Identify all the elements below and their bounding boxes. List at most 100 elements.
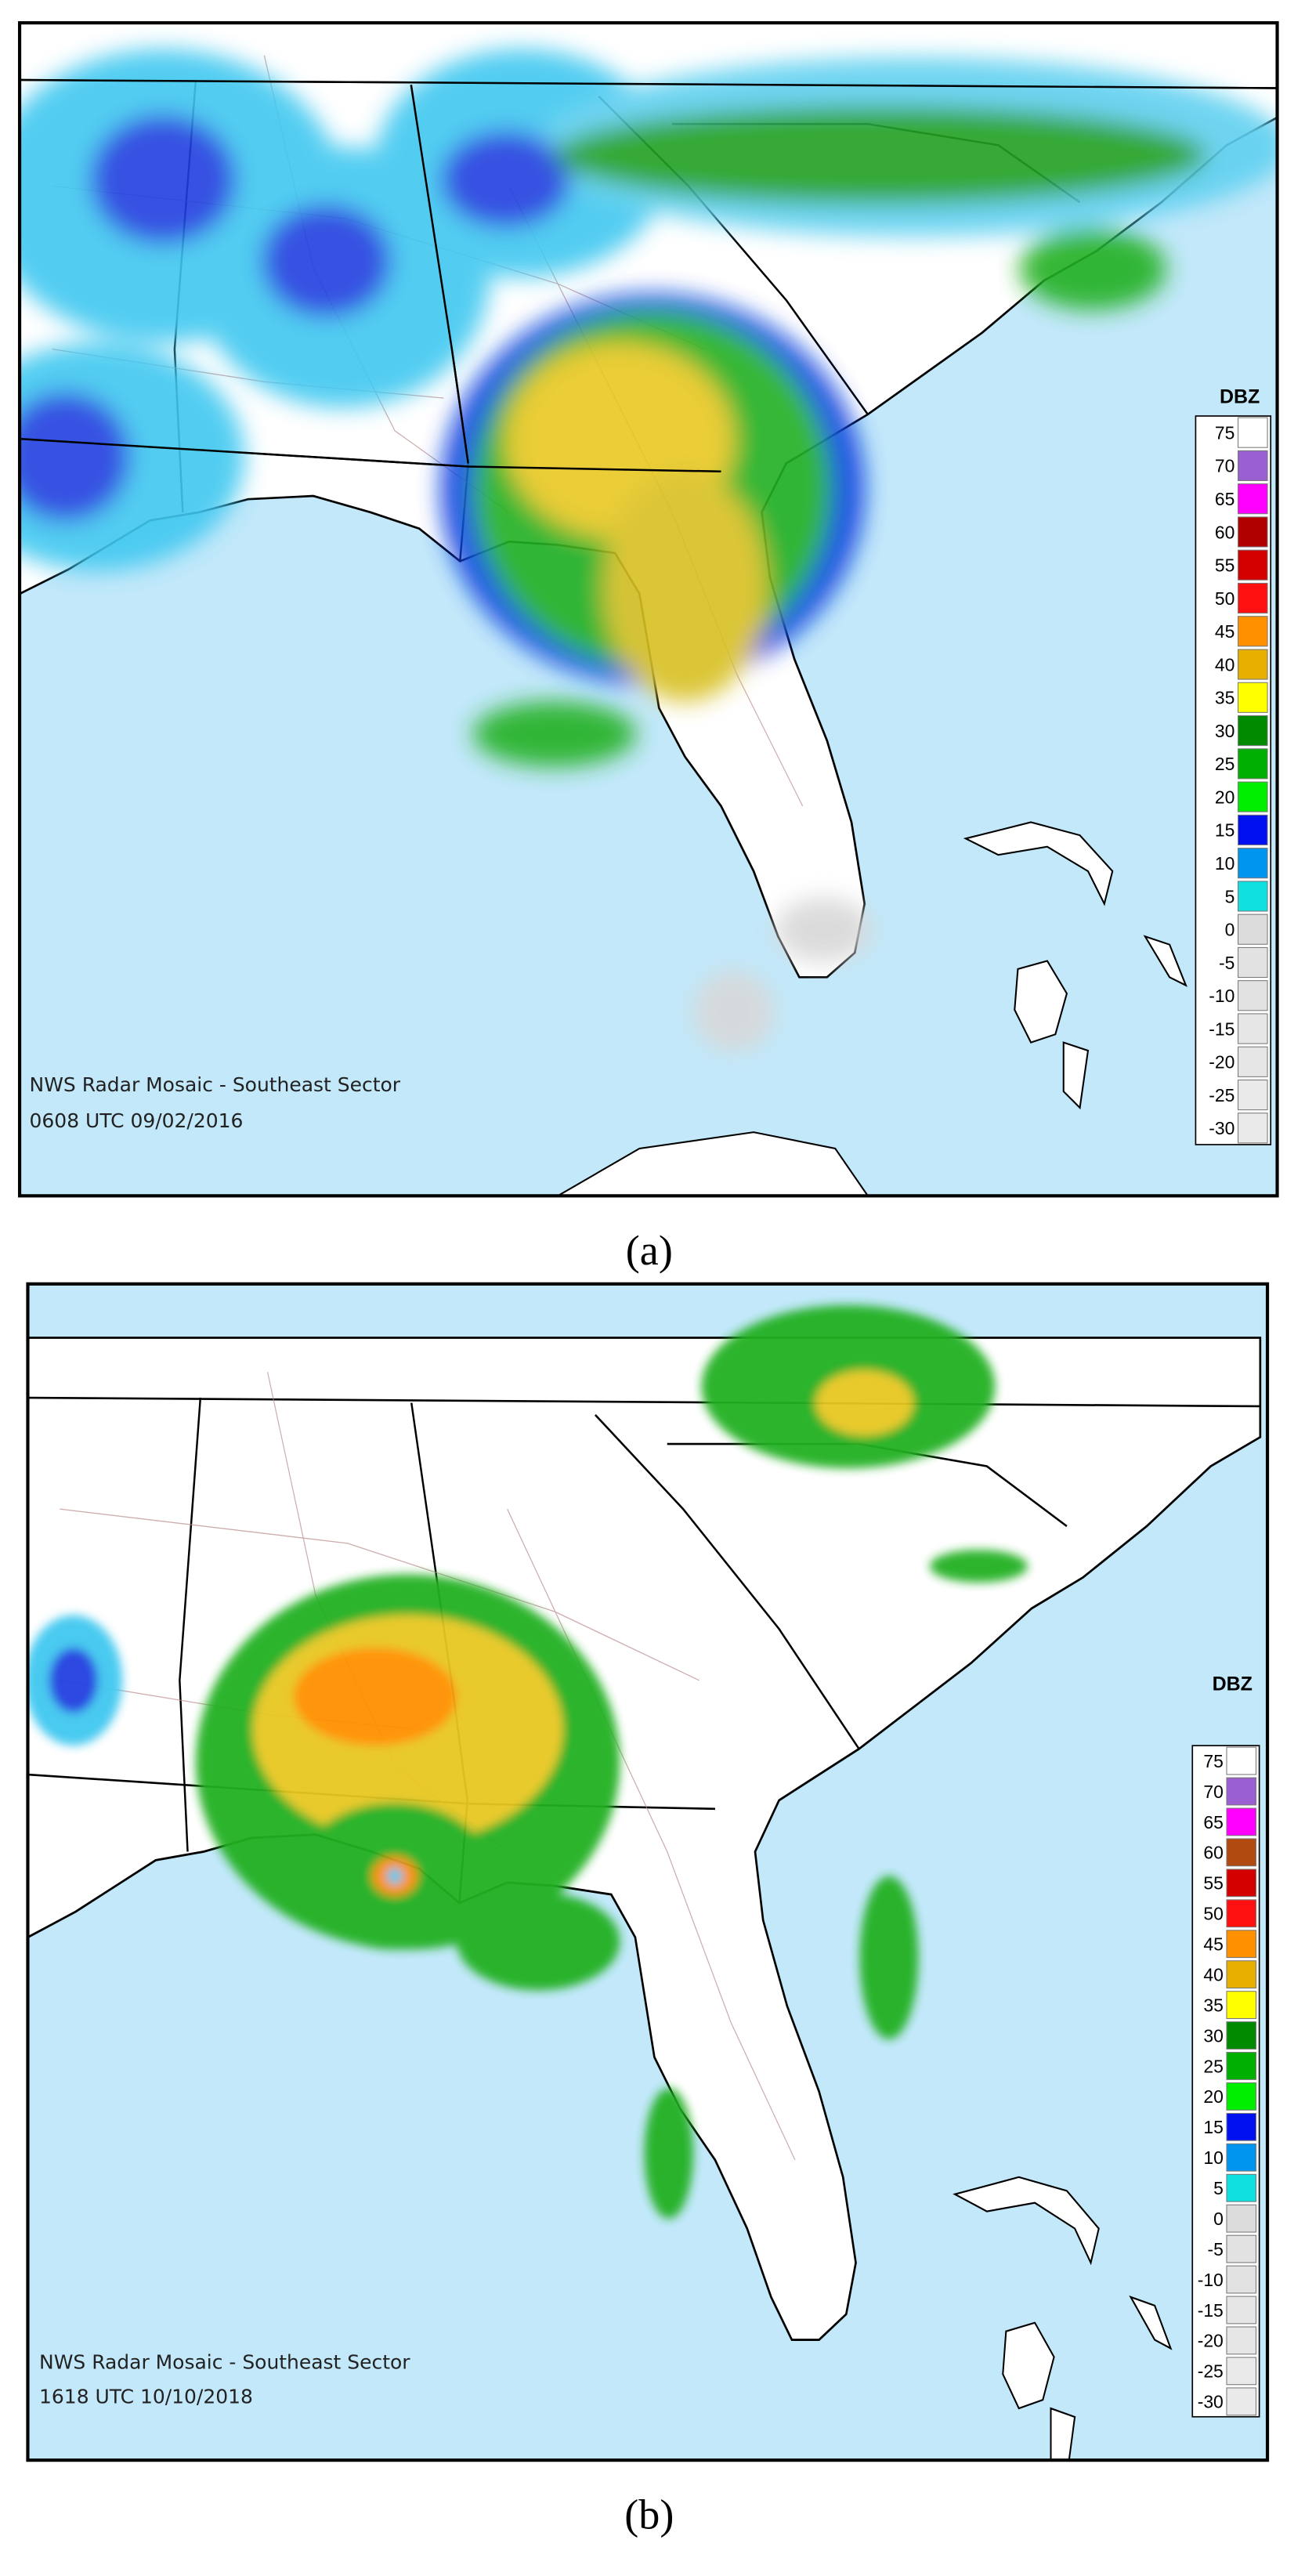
legend-label: 65 bbox=[1203, 1812, 1223, 1833]
legend-label: -15 bbox=[1198, 2300, 1224, 2321]
legend-label: -10 bbox=[1198, 2270, 1224, 2290]
legend-swatch bbox=[1226, 1930, 1256, 1959]
legend-swatch bbox=[1238, 715, 1268, 747]
legend-label: 15 bbox=[1215, 820, 1235, 841]
legend-label: -30 bbox=[1209, 1118, 1235, 1138]
legend-label: 20 bbox=[1215, 787, 1235, 807]
legend-label: 25 bbox=[1203, 2056, 1223, 2076]
legend-swatch bbox=[1238, 814, 1268, 845]
legend-swatch bbox=[1226, 2021, 1256, 2050]
legend-label: 35 bbox=[1203, 1995, 1223, 2015]
legend-label: 0 bbox=[1225, 920, 1235, 940]
legend-swatch bbox=[1226, 1991, 1256, 2019]
legend-label: 70 bbox=[1203, 1782, 1223, 1802]
legend-label: 5 bbox=[1213, 2178, 1224, 2198]
legend-label: 5 bbox=[1225, 886, 1235, 906]
legend-title: DBZ bbox=[1220, 385, 1260, 407]
legend-label: -10 bbox=[1209, 986, 1235, 1006]
legend-label: 70 bbox=[1215, 456, 1235, 476]
legend-swatch bbox=[1226, 1869, 1256, 1898]
legend-swatch bbox=[1226, 2143, 1256, 2172]
legend-label: 50 bbox=[1215, 588, 1235, 609]
legend-label: -15 bbox=[1209, 1018, 1235, 1039]
legend-swatch bbox=[1226, 2082, 1256, 2111]
legend-label: 65 bbox=[1215, 489, 1235, 509]
legend-swatch bbox=[1238, 649, 1268, 680]
legend-swatch bbox=[1238, 781, 1268, 812]
legend-label: 40 bbox=[1203, 1964, 1223, 1984]
legend-swatch bbox=[1226, 1746, 1256, 1775]
legend-label: 30 bbox=[1215, 721, 1235, 741]
caption: (b) bbox=[624, 2491, 674, 2538]
legend-label: 60 bbox=[1215, 522, 1235, 542]
legend-label: 20 bbox=[1203, 2086, 1223, 2107]
legend-swatch bbox=[1226, 1899, 1256, 1928]
legend-label: 40 bbox=[1215, 654, 1235, 675]
legend-label: 45 bbox=[1203, 1934, 1223, 1955]
panel-frame bbox=[17, 21, 1279, 1198]
map-b bbox=[27, 1283, 1268, 2461]
legend-swatch bbox=[1238, 1113, 1268, 1144]
legend-label: 75 bbox=[1203, 1751, 1223, 1771]
legend-swatch bbox=[1226, 1777, 1256, 1806]
legend-swatch bbox=[1238, 582, 1268, 614]
legend-swatch bbox=[1238, 980, 1268, 1011]
legend-swatch bbox=[1226, 2052, 1256, 2080]
legend-label: -30 bbox=[1198, 2392, 1224, 2412]
legend-swatch bbox=[1238, 417, 1268, 448]
legend-swatch bbox=[1226, 2357, 1256, 2386]
legend-label: -5 bbox=[1219, 953, 1235, 973]
legend-label: 25 bbox=[1215, 754, 1235, 774]
legend-swatch bbox=[1226, 2265, 1256, 2294]
legend-label: -25 bbox=[1198, 2361, 1224, 2382]
legend-label: 55 bbox=[1203, 1873, 1223, 1894]
legend-label: -20 bbox=[1198, 2331, 1224, 2351]
legend-swatch bbox=[1238, 748, 1268, 780]
legend-swatch bbox=[1238, 1079, 1268, 1111]
legend-swatch bbox=[1226, 1807, 1256, 1836]
legend-label: 50 bbox=[1203, 1904, 1223, 1924]
legend-swatch bbox=[1226, 2296, 1256, 2325]
legend: DBZ757065605550454035302520151050-5-10-1… bbox=[1191, 1673, 1260, 2418]
map-a bbox=[20, 23, 1278, 1196]
legend-swatch bbox=[1226, 2387, 1256, 2416]
legend-swatch bbox=[1226, 2173, 1256, 2202]
legend-swatch bbox=[1238, 1046, 1268, 1077]
map-title: NWS Radar Mosaic - Southeast Sector bbox=[39, 2351, 410, 2374]
legend-label: -20 bbox=[1209, 1052, 1235, 1073]
legend-label: 10 bbox=[1215, 853, 1235, 874]
legend-label: 0 bbox=[1213, 2209, 1224, 2229]
legend-swatch bbox=[1238, 881, 1268, 912]
legend-label: 35 bbox=[1215, 688, 1235, 708]
legend-swatch bbox=[1226, 2112, 1256, 2141]
legend-swatch bbox=[1238, 946, 1268, 979]
legend-swatch bbox=[1238, 616, 1268, 647]
map-title: NWS Radar Mosaic - Southeast Sector bbox=[30, 1073, 401, 1096]
legend-label: 45 bbox=[1215, 621, 1235, 642]
legend-swatch bbox=[1238, 914, 1268, 945]
legend-label: 30 bbox=[1203, 2025, 1223, 2046]
map-timestamp: 0608 UTC 09/02/2016 bbox=[30, 1109, 244, 1132]
legend-swatch bbox=[1238, 450, 1268, 481]
legend-label: 10 bbox=[1203, 2147, 1223, 2168]
legend: DBZ757065605550454035302520151050-5-10-1… bbox=[1195, 385, 1272, 1145]
legend-label: 60 bbox=[1203, 1843, 1223, 1863]
legend-swatch bbox=[1226, 2204, 1256, 2233]
legend-label: 55 bbox=[1215, 555, 1235, 576]
legend-title: DBZ bbox=[1213, 1673, 1253, 1695]
legend-swatch bbox=[1238, 1013, 1268, 1044]
legend-swatch bbox=[1238, 682, 1268, 713]
legend-swatch bbox=[1226, 1960, 1256, 1989]
panel-frame bbox=[26, 1282, 1270, 2462]
legend-swatch bbox=[1226, 1838, 1256, 1867]
legend-swatch bbox=[1238, 516, 1268, 548]
legend-label: -25 bbox=[1209, 1085, 1235, 1105]
legend-label: 75 bbox=[1215, 422, 1235, 443]
legend-label: -5 bbox=[1207, 2239, 1223, 2259]
legend-label: 15 bbox=[1203, 2117, 1223, 2137]
caption: (a) bbox=[626, 1227, 673, 1274]
legend-swatch bbox=[1226, 2326, 1256, 2355]
legend-swatch bbox=[1226, 2234, 1256, 2263]
legend-swatch bbox=[1238, 483, 1268, 515]
